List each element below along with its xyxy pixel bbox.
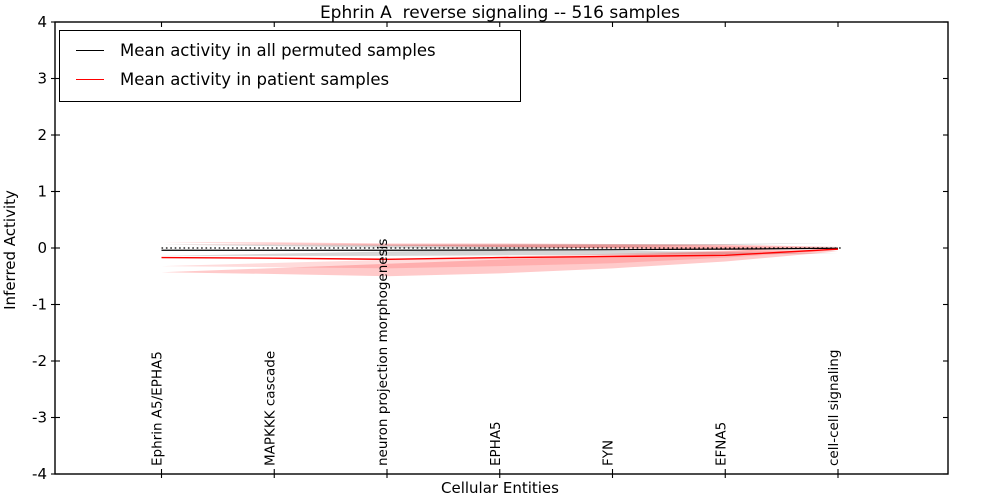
y-tick-label: -2: [32, 352, 47, 370]
legend-label-patient: Mean activity in patient samples: [120, 70, 390, 89]
permuted-mean-line: [161, 247, 839, 251]
plot-border: [54, 21, 949, 475]
x-axis-label: Cellular Entities: [441, 479, 559, 497]
legend-entry-patient: Mean activity in patient samples: [60, 65, 520, 94]
legend-entry-permuted: Mean activity in all permuted samples: [60, 36, 520, 65]
chart-title: Ephrin A reverse signaling -- 516 sample…: [319, 3, 681, 23]
y-tick-label: 2: [37, 126, 47, 144]
x-tick-label: neuron projection morphogenesis: [375, 239, 391, 466]
y-tick-label: -4: [32, 465, 47, 483]
patient-std-band-inner: [161, 244, 838, 269]
y-tick-label: 4: [37, 13, 47, 31]
x-tick-label: cell-cell signaling: [826, 350, 842, 466]
legend-label-permuted: Mean activity in all permuted samples: [120, 41, 436, 60]
x-tick-label: FYN: [601, 440, 617, 466]
y-tick-label: 3: [37, 70, 47, 88]
patient-std-band-outer: [161, 242, 838, 277]
y-tick-label: -3: [32, 409, 47, 427]
patient-mean-line: [161, 248, 839, 261]
x-tick-label: EFNA5: [713, 422, 729, 466]
y-tick-label: 1: [37, 183, 47, 201]
legend: Mean activity in all permuted samples Me…: [59, 30, 521, 102]
legend-line-swatch-patient: [76, 79, 104, 80]
x-tick-label: MAPKKK cascade: [262, 351, 278, 466]
y-tick-label: 0: [37, 239, 47, 257]
y-tick-label: -1: [32, 296, 47, 314]
x-tick-label: EPHA5: [488, 421, 504, 466]
legend-line-swatch-permuted: [76, 50, 104, 51]
x-tick-label: Ephrin A5/EPHA5: [150, 351, 166, 466]
y-axis-label: Inferred Activity: [1, 190, 19, 310]
